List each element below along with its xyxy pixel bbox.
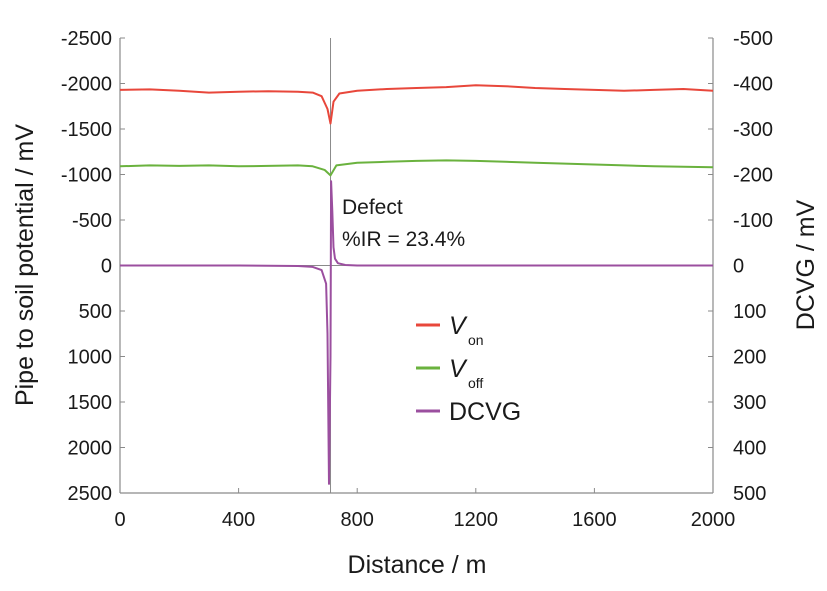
x-tick-labels: 0 400 800 1200 1600 2000 [114,509,735,531]
x-axis-title: Distance / m [348,551,487,579]
voff-series-line [119,159,714,177]
x-tick-label: 0 [114,509,125,531]
y-tick-label: 2000 [68,438,113,460]
y2-tick-label: 100 [733,301,766,323]
tick-marks [119,37,714,494]
y2-axis-title: DCVG / mV [792,199,820,330]
legend-subscript: off [468,375,483,391]
x-tick-label: 1200 [454,509,499,531]
legend-label: V [449,355,468,383]
y-tick-label: 1500 [68,392,113,414]
legend-label: V [449,312,468,340]
y2-tick-label: 200 [733,347,766,369]
annotation-line2: %IR = 23.4% [342,228,465,251]
y-tick-label: -1000 [61,165,112,187]
y-tick-label: -2000 [61,74,112,96]
y2-tick-label: 300 [733,392,766,414]
y2-tick-label: 500 [733,483,766,505]
y-tick-label: 500 [79,301,112,323]
x-tick-label: 1600 [572,509,617,531]
von-series-line [119,84,714,125]
x-tick-label: 2000 [691,509,736,531]
series-layer [119,84,714,485]
y2-tick-label: -100 [733,210,773,232]
legend-subscript: on [468,332,484,348]
x-tick-label: 800 [341,509,374,531]
y2-tick-label: 0 [733,256,744,278]
y2-tick-label: -400 [733,74,773,96]
y-tick-labels: -2500 -2000 -1500 -1000 -500 0 500 1000 1500 2000… [61,28,112,505]
y2-tick-labels: -500 -400 -300 -200 -100 0 100 200 300 400 500 [733,28,773,505]
y2-tick-label: -300 [733,119,773,141]
y2-tick-label: -500 [733,28,773,50]
legend-item-dcvg: DCVG [416,398,521,426]
y-tick-label: 0 [101,256,112,278]
y-tick-label: 2500 [68,483,113,505]
annotation-line1: Defect [342,196,403,219]
legend-label: DCVG [449,398,521,426]
y2-tick-label: 400 [733,438,766,460]
y-tick-label: -2500 [61,28,112,50]
y-tick-label: 1000 [68,347,113,369]
defect-annotation: Defect %IR = 23.4% [342,196,465,251]
y-axis-title: Pipe to soil potential / mV [11,124,39,406]
x-tick-label: 400 [222,509,255,531]
y-tick-label: -500 [72,210,112,232]
y-tick-label: -1500 [61,119,112,141]
y2-tick-label: -200 [733,165,773,187]
dcvg-series-line [120,180,713,485]
